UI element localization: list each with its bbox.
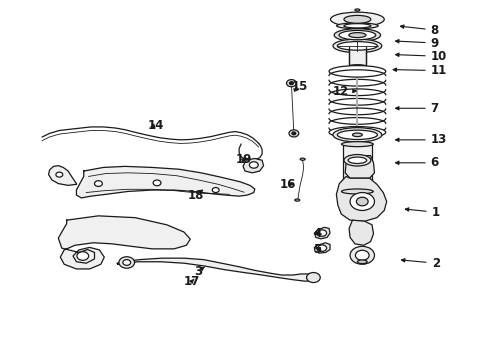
- Ellipse shape: [357, 260, 367, 264]
- Ellipse shape: [352, 133, 362, 136]
- Text: 17: 17: [184, 275, 200, 288]
- Text: 5: 5: [314, 243, 321, 256]
- Ellipse shape: [344, 154, 371, 166]
- Circle shape: [318, 230, 327, 236]
- Text: 13: 13: [395, 133, 447, 146]
- Text: 16: 16: [280, 178, 296, 191]
- Text: 6: 6: [395, 156, 439, 169]
- Polygon shape: [336, 176, 387, 221]
- Ellipse shape: [329, 127, 386, 138]
- Circle shape: [292, 132, 296, 135]
- Ellipse shape: [344, 15, 371, 23]
- Text: 10: 10: [395, 50, 447, 63]
- Circle shape: [290, 82, 294, 85]
- Text: 15: 15: [292, 80, 308, 93]
- Polygon shape: [117, 258, 318, 281]
- Ellipse shape: [349, 71, 365, 73]
- Bar: [348, 47, 366, 64]
- Circle shape: [56, 172, 63, 177]
- Ellipse shape: [348, 157, 367, 163]
- Polygon shape: [349, 220, 373, 245]
- Bar: [343, 144, 372, 192]
- Circle shape: [350, 193, 374, 211]
- Circle shape: [95, 181, 102, 186]
- Polygon shape: [315, 227, 330, 239]
- Ellipse shape: [334, 29, 381, 41]
- Ellipse shape: [342, 189, 373, 194]
- Text: 14: 14: [147, 119, 164, 132]
- Ellipse shape: [355, 9, 360, 11]
- Ellipse shape: [337, 23, 378, 29]
- Circle shape: [356, 197, 368, 206]
- Circle shape: [212, 188, 219, 193]
- Circle shape: [287, 80, 296, 87]
- Circle shape: [153, 180, 161, 186]
- Polygon shape: [76, 166, 255, 198]
- Circle shape: [318, 245, 327, 251]
- Text: 12: 12: [333, 85, 356, 98]
- Ellipse shape: [331, 12, 384, 27]
- Polygon shape: [49, 166, 76, 185]
- Ellipse shape: [339, 31, 376, 40]
- Ellipse shape: [344, 24, 371, 28]
- Ellipse shape: [349, 68, 365, 70]
- Circle shape: [289, 130, 299, 137]
- Ellipse shape: [337, 130, 377, 139]
- Ellipse shape: [333, 39, 382, 53]
- Circle shape: [123, 260, 131, 265]
- Ellipse shape: [342, 141, 373, 147]
- Polygon shape: [315, 243, 330, 253]
- Text: 2: 2: [401, 257, 440, 270]
- Text: 11: 11: [393, 64, 447, 77]
- Ellipse shape: [329, 66, 386, 77]
- Text: 3: 3: [194, 265, 205, 278]
- Text: 7: 7: [395, 102, 439, 115]
- Ellipse shape: [300, 158, 305, 160]
- Text: 1: 1: [405, 206, 440, 219]
- Text: 9: 9: [395, 36, 439, 50]
- Ellipse shape: [349, 33, 366, 38]
- Polygon shape: [58, 216, 190, 269]
- Circle shape: [355, 250, 369, 260]
- Text: 19: 19: [235, 153, 251, 166]
- Ellipse shape: [337, 41, 377, 50]
- Ellipse shape: [295, 199, 300, 201]
- Text: 4: 4: [314, 226, 321, 239]
- Circle shape: [350, 246, 374, 264]
- Ellipse shape: [333, 128, 382, 142]
- Text: 18: 18: [187, 189, 204, 202]
- Circle shape: [307, 273, 320, 283]
- Circle shape: [77, 252, 89, 260]
- Circle shape: [249, 162, 258, 168]
- Polygon shape: [243, 158, 264, 173]
- Text: 8: 8: [400, 24, 439, 37]
- Circle shape: [119, 257, 135, 268]
- Polygon shape: [345, 156, 374, 178]
- Ellipse shape: [349, 65, 365, 67]
